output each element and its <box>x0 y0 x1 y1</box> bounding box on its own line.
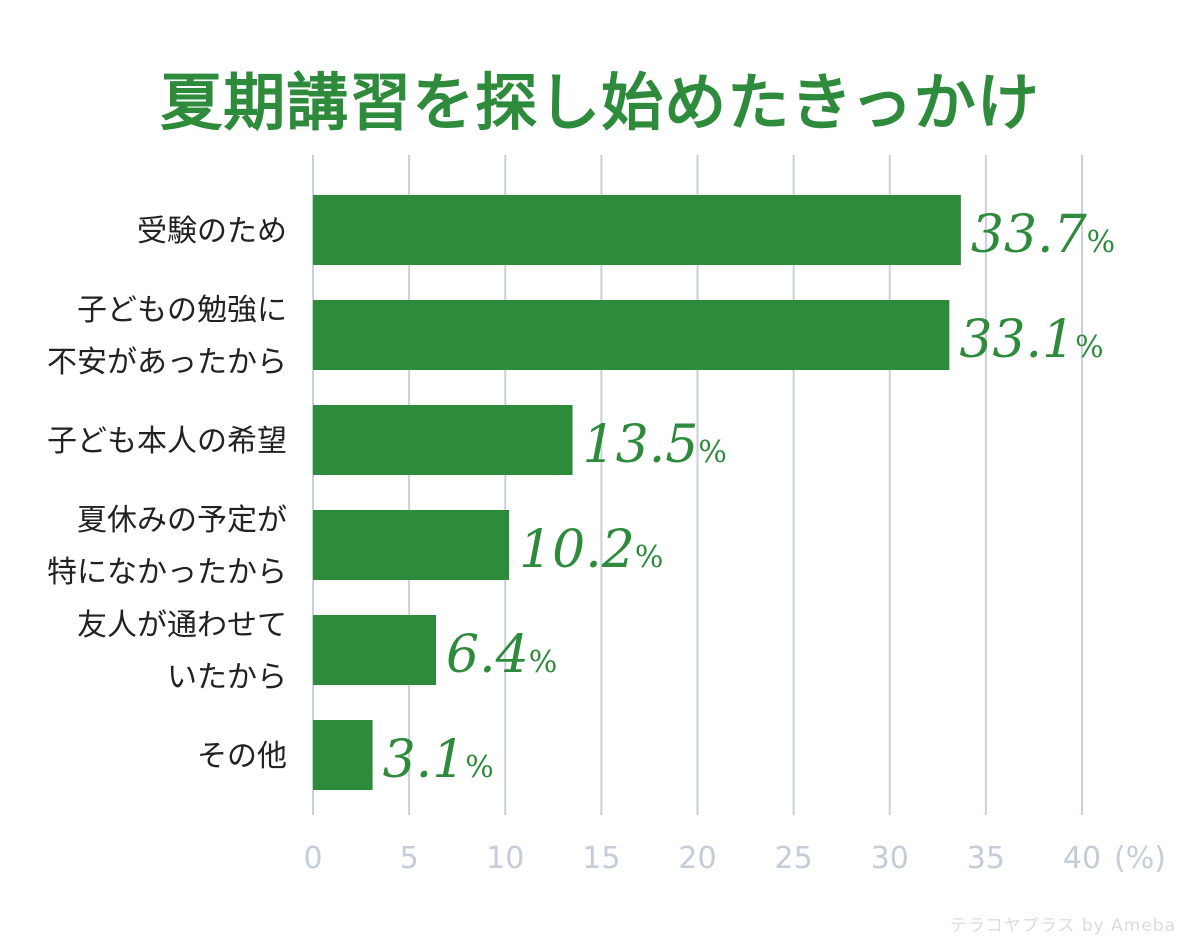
x-tick-label: 10 <box>486 841 524 876</box>
x-tick-label: 40 <box>1063 841 1101 876</box>
category-label: 子どもの勉強に <box>77 293 287 328</box>
data-label-value: 3.1 <box>383 730 466 790</box>
data-label-value: 13.5 <box>583 415 699 475</box>
category-labels: 受験のため子どもの勉強に不安があったから子ども本人の希望夏休みの予定が特になかっ… <box>47 214 287 774</box>
data-label: 3.1% <box>383 730 494 790</box>
data-label: 6.4% <box>446 625 557 685</box>
data-label: 33.7% <box>971 205 1115 265</box>
category-label: いたから <box>167 660 287 695</box>
bar <box>313 615 437 685</box>
x-tick-label: 30 <box>871 841 909 876</box>
data-label-suffix: % <box>698 435 727 470</box>
x-tick-label: 35 <box>967 841 1005 876</box>
x-axis-ticks: 0 5 10 15 20 25 30 35 40 (%) <box>303 841 1165 876</box>
category-label: 不安があったから <box>47 345 287 380</box>
bar <box>313 720 373 790</box>
data-label-suffix: % <box>465 750 494 785</box>
data-label-value: 33.1 <box>959 310 1075 370</box>
data-label: 10.2% <box>519 520 663 580</box>
x-tick-label: 25 <box>775 841 813 876</box>
data-label-suffix: % <box>635 540 664 575</box>
x-tick-label: 5 <box>400 841 419 876</box>
data-label-value: 33.7 <box>971 205 1088 265</box>
data-label: 33.1% <box>959 310 1103 370</box>
bar <box>313 195 961 265</box>
data-label-suffix: % <box>1075 330 1104 365</box>
category-label: 友人が通わせて <box>77 608 287 643</box>
bars <box>313 195 961 790</box>
x-tick-label: 15 <box>582 841 620 876</box>
bar <box>313 510 510 580</box>
category-label: その他 <box>197 739 287 774</box>
data-label-value: 10.2 <box>519 520 635 580</box>
x-tick-label: 0 <box>303 841 322 876</box>
category-label: 受験のため <box>137 214 287 249</box>
watermark-logo: テラコヤプラス by Ameba <box>949 916 1176 936</box>
x-unit-label: (%) <box>1114 841 1166 876</box>
category-label: 夏休みの予定が <box>77 503 287 538</box>
x-tick-label: 20 <box>678 841 716 876</box>
data-label-value: 6.4 <box>446 625 529 685</box>
data-label-suffix: % <box>529 645 558 680</box>
category-label: 子ども本人の希望 <box>47 424 287 459</box>
chart-title: 夏期講習を探し始めたきっかけ <box>160 66 1040 139</box>
bar <box>313 300 950 370</box>
data-label-suffix: % <box>1087 225 1116 260</box>
data-label: 13.5% <box>583 415 727 475</box>
bar <box>313 405 573 475</box>
category-label: 特になかったから <box>47 555 287 590</box>
value-labels: 33.7%33.1%13.5%10.2%6.4%3.1% <box>383 205 1116 790</box>
